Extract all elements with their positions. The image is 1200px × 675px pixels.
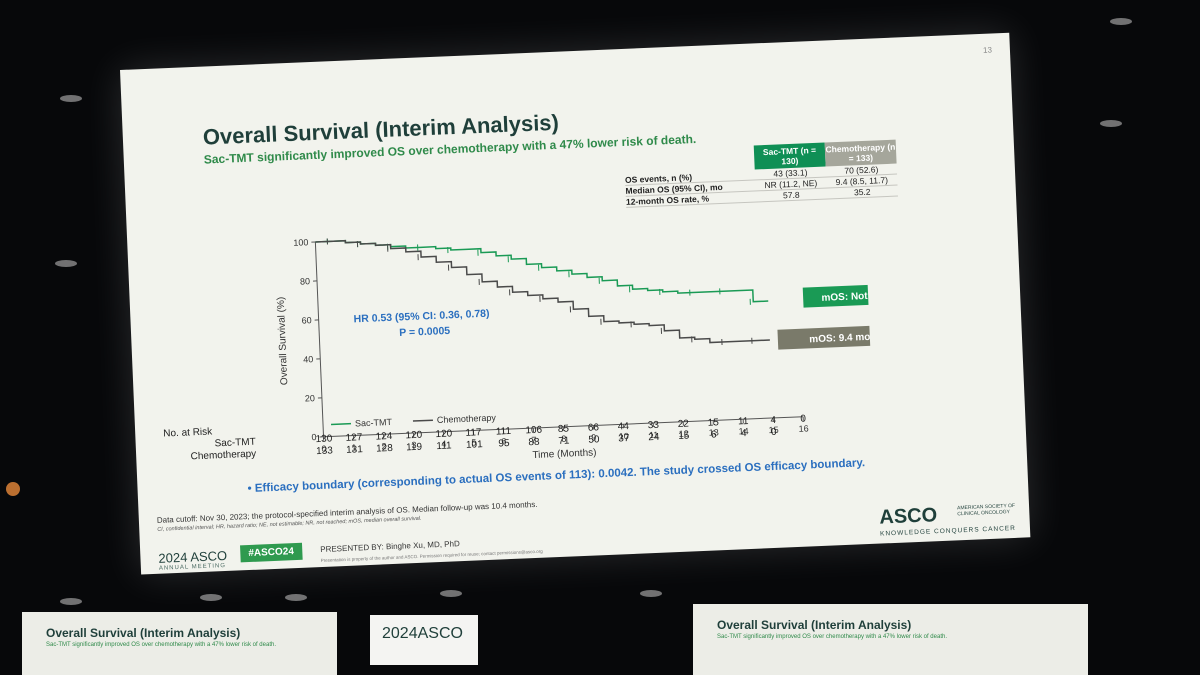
- x-tick-label: 7: [531, 435, 536, 445]
- at-risk-value-sac: 120: [435, 428, 453, 441]
- x-tick-label: 2: [381, 441, 386, 451]
- at-risk-value-sac: 124: [375, 430, 393, 443]
- at-risk-value-sac: 120: [405, 429, 423, 442]
- x-tick-label: 9: [591, 432, 596, 442]
- at-risk-value-chemo: 133: [315, 445, 334, 458]
- at-risk-value-sac: 106: [525, 424, 543, 437]
- x-tick-label: 1: [351, 442, 356, 452]
- legend-label-sac-tmt: Sac-TMT: [355, 417, 393, 429]
- p-value: P = 0.0005: [399, 325, 451, 339]
- y-tick-label: 20: [305, 393, 315, 403]
- projected-slide: 13 Overall Survival (Interim Analysis) S…: [120, 32, 1031, 575]
- ceiling-light: [1100, 120, 1122, 127]
- x-tick-label: 14: [738, 426, 748, 436]
- at-risk-value-chemo: 95: [498, 438, 510, 450]
- at-risk-value-chemo: 15: [678, 430, 690, 442]
- at-risk-value-chemo: 111: [436, 440, 452, 453]
- x-tick-label: 0: [321, 444, 326, 454]
- at-risk-value-chemo: 101: [465, 439, 483, 451]
- ceiling-light: [440, 590, 462, 597]
- at-risk-value-sac: 11: [737, 415, 749, 428]
- y-tick-label: 40: [303, 354, 313, 364]
- x-tick-label: 12: [679, 429, 689, 439]
- x-axis-label: Time (Months): [532, 447, 596, 461]
- asco-logo: ASCO: [878, 504, 938, 529]
- at-risk-value-chemo: 0: [770, 426, 777, 439]
- at-risk-value-sac: 66: [587, 422, 600, 434]
- ceiling-light: [60, 95, 82, 102]
- at-risk-value-sac: 33: [647, 419, 660, 432]
- at-risk-value-chemo: 6: [710, 429, 717, 441]
- x-tick-label: 10: [619, 431, 629, 441]
- legend-line-sac-tmt: [330, 422, 352, 426]
- at-risk-value-sac: 117: [465, 427, 482, 439]
- y-tick-label: 100: [293, 237, 308, 248]
- presenter: PRESENTED BY: Binghe Xu, MD, PhD: [320, 539, 460, 555]
- hazard-ratio: HR 0.53 (95% CI: 0.36, 0.78): [353, 308, 489, 326]
- y-axis-label: Overall Survival (%): [276, 297, 291, 386]
- at-risk-value-chemo: 24: [648, 431, 660, 444]
- at-risk-value-chemo: 88: [528, 436, 540, 449]
- preview-monitor-right: Overall Survival (Interim Analysis) Sac-…: [693, 604, 1088, 675]
- mos-sac-box: [802, 282, 875, 308]
- asco-fullname: AMERICAN SOCIETY OF CLINICAL ONCOLOGY: [956, 502, 1016, 518]
- preview-monitor-left: Overall Survival (Interim Analysis) Sac-…: [22, 612, 337, 675]
- x-tick-label: 15: [768, 425, 778, 435]
- hashtag-badge: #ASCO24: [240, 542, 303, 563]
- at-risk-value-sac: 130: [315, 433, 333, 446]
- at-risk-value-sac: 4: [770, 414, 777, 427]
- at-risk-table: No. at Risk Sac-TMT Chemotherapy 130 127 124 1…: [120, 33, 1027, 490]
- at-risk-header: No. at Risk: [163, 426, 213, 440]
- ceiling-light: [285, 594, 307, 601]
- x-tick-label: 13: [708, 427, 718, 437]
- at-risk-value-chemo: 4: [740, 428, 747, 440]
- x-tick-label: 11: [649, 430, 659, 440]
- x-tick-label: 8: [561, 434, 566, 444]
- mos-sac-label: mOS: Not reached: [821, 289, 874, 304]
- ceiling-light: [6, 482, 20, 496]
- ceiling-light: [640, 590, 662, 597]
- ceiling-light: [200, 594, 222, 601]
- legend-label-chemotherapy: Chemotherapy: [437, 413, 497, 425]
- at-risk-value-sac: 127: [345, 432, 363, 444]
- y-tick-label: 0: [311, 432, 316, 442]
- at-risk-value-chemo: 131: [345, 444, 364, 456]
- ceiling-light: [60, 598, 82, 605]
- at-risk-value-chemo: 128: [375, 442, 394, 455]
- at-risk-value-chemo: 71: [558, 435, 570, 447]
- at-risk-value-sac: 111: [495, 425, 512, 438]
- x-tick-label: 5: [471, 437, 476, 447]
- km-curve-chemotherapy: [315, 239, 770, 344]
- at-risk-value-chemo: 37: [618, 432, 630, 445]
- y-tick-label: 60: [301, 315, 311, 325]
- at-risk-value-sac: 44: [617, 421, 630, 433]
- x-tick-label: 6: [501, 436, 506, 446]
- at-risk-value-chemo: 119: [405, 441, 423, 454]
- x-tick-label: 16: [798, 423, 808, 433]
- preview-monitor-center: 2024ASCO: [370, 615, 478, 665]
- legend-line-chemotherapy: [412, 419, 433, 422]
- at-risk-value-sac: 85: [557, 423, 570, 435]
- ceiling-light: [1110, 18, 1132, 25]
- at-risk-value-sac: 0: [800, 413, 807, 425]
- x-tick-label: 3: [411, 440, 416, 450]
- at-risk-value-sac: 22: [677, 418, 690, 430]
- at-risk-value-sac: 15: [707, 417, 720, 429]
- at-risk-value-chemo: 50: [588, 434, 600, 446]
- y-tick-label: 80: [300, 276, 310, 286]
- x-tick-label: 4: [441, 439, 446, 449]
- mos-chemo-label: mOS: 9.4 mo: [809, 332, 871, 346]
- y-axis: [314, 241, 325, 437]
- ceiling-light: [55, 260, 77, 267]
